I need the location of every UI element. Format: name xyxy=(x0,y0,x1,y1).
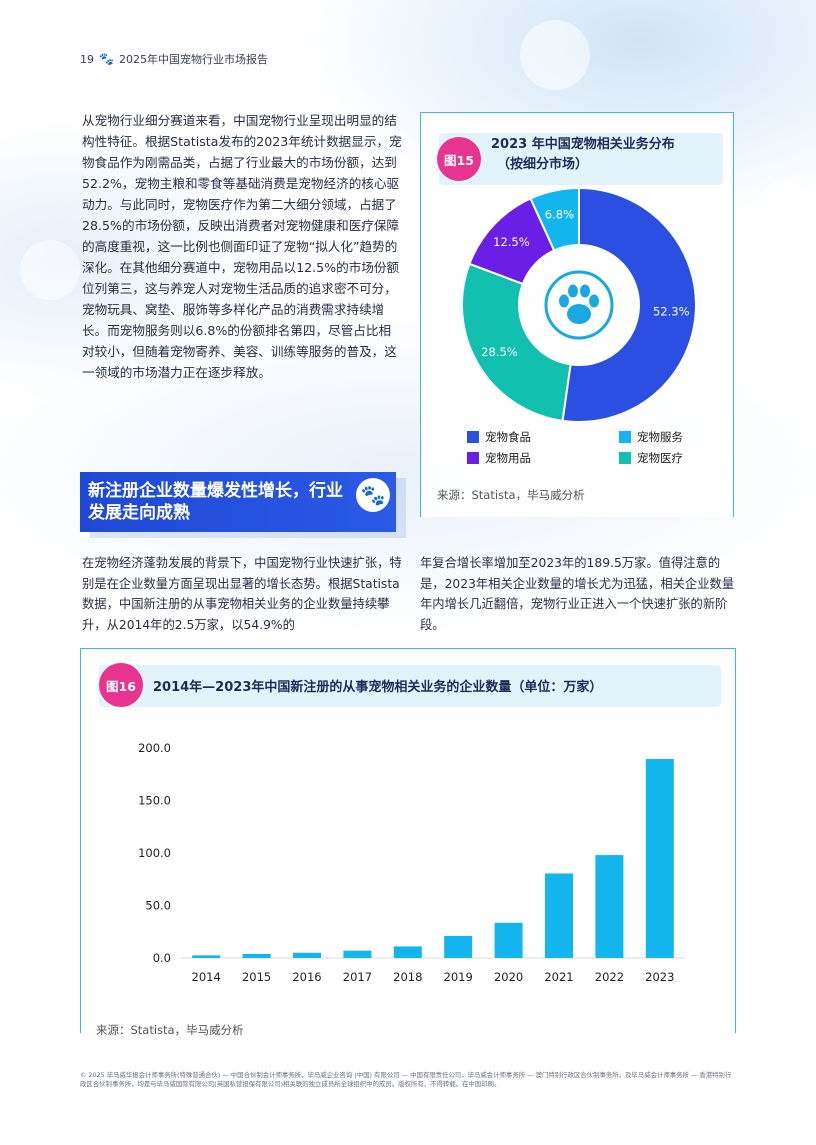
bar-2017 xyxy=(343,950,372,958)
legend-swatch xyxy=(467,452,479,464)
bar-2020 xyxy=(494,922,523,958)
body-column-right: 年复合增长率增加至2023年的189.5万家。值得注意的是，2023年相关企业数… xyxy=(420,556,735,632)
bokeh-decoration xyxy=(520,20,590,90)
legend-item: 宠物服务 xyxy=(619,429,683,445)
paw-icon: 🐾 xyxy=(356,478,390,512)
y-tick-label: 50.0 xyxy=(145,899,171,913)
copyright-footer: © 2025 毕马威华振会计师事务所(特殊普通合伙) — 中国合伙制会计师事务所… xyxy=(80,1071,732,1088)
donut-slice-1 xyxy=(461,262,572,422)
x-tick-label: 2020 xyxy=(494,970,523,984)
donut-slice-0 xyxy=(561,186,697,423)
figure-badge: 图15 xyxy=(437,137,481,181)
y-tick-label: 200.0 xyxy=(138,741,171,755)
figure-badge: 图16 xyxy=(99,663,143,707)
legend-label: 宠物食品 xyxy=(485,430,531,444)
bar-2016 xyxy=(293,952,321,958)
figure-title-line2: （按细分市场） xyxy=(497,157,589,172)
x-tick-label: 2022 xyxy=(595,970,624,984)
figure-title-line1: 2023 年中国宠物相关业务分布 xyxy=(491,137,675,152)
donut-slice-label: 6.8% xyxy=(545,208,574,222)
bar-chart: 0.0 50.0 100.0 150.0 200.0 2014 2015 2016 2017 20… xyxy=(138,741,685,984)
legend-label: 宠物医疗 xyxy=(637,451,683,465)
figure-title: 2023 年中国宠物相关业务分布 （按细分市场） xyxy=(491,135,721,175)
legend-swatch xyxy=(619,431,631,443)
figure-title-bar xyxy=(439,133,723,185)
bar-2019 xyxy=(444,935,473,958)
donut-slice-label: 52.3% xyxy=(653,305,690,319)
legend-item: 宠物食品 xyxy=(467,429,531,445)
bar-2022 xyxy=(595,855,624,958)
legend-item: 宠物医疗 xyxy=(619,450,683,466)
y-tick-label: 0.0 xyxy=(153,951,171,965)
donut-slice-label: 12.5% xyxy=(493,235,530,249)
figure-title-bar xyxy=(99,665,721,707)
intro-paragraph: 从宠物行业细分赛道来看，中国宠物行业呈现出明显的结构性特征。根据Statista… xyxy=(82,113,402,380)
x-tick-label: 2014 xyxy=(192,970,221,984)
paw-icon: 🐾 xyxy=(99,52,114,66)
body-column-left: 在宠物经济蓬勃发展的背景下，中国宠物行业快速扩张，特别是在企业数量方面呈现出显著… xyxy=(82,556,402,632)
bar-2014 xyxy=(192,955,221,958)
figure-15: 图15 2023 年中国宠物相关业务分布 （按细分市场） 52.3% 28.5% 1… xyxy=(420,112,734,517)
bokeh-decoration xyxy=(760,180,810,230)
x-tick-label: 2018 xyxy=(393,970,422,984)
figure-title: 2014年—2023年中国新注册的从事宠物相关业务的企业数量（单位：万家） xyxy=(153,680,603,695)
y-tick-label: 100.0 xyxy=(138,846,171,860)
page-number: 19 xyxy=(80,52,94,66)
legend-label: 宠物服务 xyxy=(637,430,683,444)
figure-source: 来源：Statista，毕马威分析 xyxy=(437,488,585,502)
donut-slice-label: 28.5% xyxy=(481,345,518,359)
x-tick-label: 2019 xyxy=(444,970,473,984)
x-tick-label: 2021 xyxy=(544,970,573,984)
x-tick-label: 2023 xyxy=(645,970,674,984)
paw-icon xyxy=(544,270,614,340)
legend-label: 宠物用品 xyxy=(485,451,531,465)
bokeh-decoration xyxy=(20,240,80,300)
donut-chart: 52.3% 28.5% 12.5% 6.8% xyxy=(461,186,697,423)
figure-16: 图16 2014年—2023年中国新注册的从事宠物相关业务的企业数量（单位：万家… xyxy=(80,648,736,1033)
legend-swatch xyxy=(619,452,631,464)
section-heading: 新注册企业数量爆发性增长，行业发展走向成熟 🐾 xyxy=(80,472,396,532)
report-title: 2025年中国宠物行业市场报告 xyxy=(118,53,268,66)
x-tick-label: 2015 xyxy=(242,970,271,984)
figure-source: 来源：Statista，毕马威分析 xyxy=(96,1023,244,1037)
section-heading-text: 新注册企业数量爆发性增长，行业发展走向成熟 xyxy=(88,481,343,523)
bar-2021 xyxy=(545,873,573,958)
legend-item: 宠物用品 xyxy=(467,450,531,466)
bar-2018 xyxy=(393,946,422,958)
y-tick-label: 150.0 xyxy=(138,794,171,808)
x-tick-label: 2017 xyxy=(343,970,372,984)
page-header: 19 🐾 2025年中国宠物行业市场报告 xyxy=(80,51,268,67)
bar-2015 xyxy=(242,953,271,958)
legend-swatch xyxy=(467,431,479,443)
donut-slice-3 xyxy=(529,186,580,252)
bar-2023 xyxy=(645,759,674,958)
x-tick-label: 2016 xyxy=(292,970,321,984)
